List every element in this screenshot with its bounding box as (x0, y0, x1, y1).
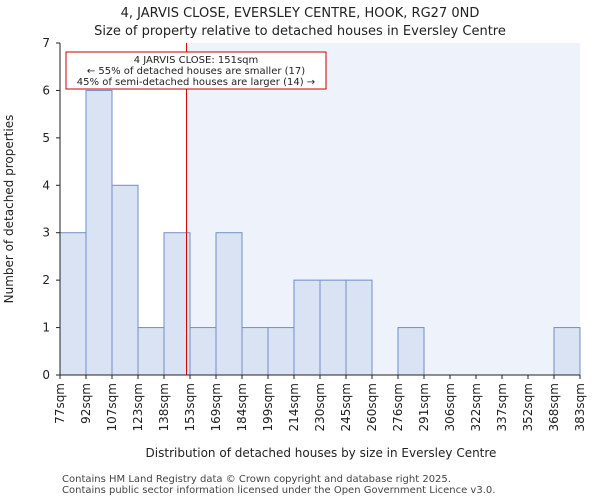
x-tick-label: 92sqm (79, 383, 93, 424)
bars-group (59, 89, 581, 376)
annotation-line-3: 45% of semi-detached houses are larger (… (77, 77, 315, 88)
y-tick-label: 7 (42, 36, 50, 50)
bar-245sqm (345, 279, 373, 376)
x-tick-label: 368sqm (547, 383, 561, 431)
bar-77sqm (59, 232, 87, 376)
x-tick-label: 199sqm (261, 383, 275, 431)
x-tick-label: 184sqm (235, 383, 249, 431)
annotation-line-1: 4 JARVIS CLOSE: 151sqm (134, 55, 259, 66)
x-tick-label: 77sqm (53, 383, 67, 424)
bar-214sqm (293, 279, 321, 376)
highlight-region (186, 43, 581, 375)
bar-368sqm (553, 327, 581, 376)
y-tick-label: 6 (42, 83, 50, 97)
y-tick-label: 1 (42, 321, 50, 335)
x-ticks-group: 77sqm 92sqm 107sqm 123sqm 138sqm 153sqm 169sqm… (53, 375, 587, 431)
x-tick-label: 260sqm (365, 383, 379, 431)
annotation-line-2: ← 55% of detached houses are smaller (17… (87, 66, 305, 77)
annotation-box (65, 51, 327, 90)
bar-92sqm (85, 89, 113, 376)
x-tick-label: 276sqm (391, 383, 405, 431)
y-axis-label: Number of detached properties (2, 115, 16, 304)
chart-subtitle: Size of property relative to detached ho… (94, 24, 506, 39)
x-tick-label: 337sqm (495, 383, 509, 431)
y-tick-label: 0 (42, 368, 50, 382)
x-tick-label: 306sqm (443, 383, 457, 431)
bar-199sqm (267, 327, 295, 376)
bar-230sqm (319, 279, 347, 376)
x-axis-label: Distribution of detached houses by size … (146, 446, 497, 460)
bar-107sqm (111, 184, 139, 376)
x-tick-label: 214sqm (287, 383, 301, 431)
footer-copyright: Contains HM Land Registry data © Crown c… (62, 474, 451, 485)
x-tick-label: 107sqm (105, 383, 119, 431)
x-tick-label: 245sqm (339, 383, 353, 431)
bar-169sqm (215, 232, 243, 376)
bar-153sqm (189, 327, 217, 376)
y-tick-label: 4 (42, 178, 50, 192)
x-tick-label: 291sqm (417, 383, 431, 431)
x-tick-label: 230sqm (313, 383, 327, 431)
x-tick-label: 138sqm (157, 383, 171, 431)
x-tick-label: 169sqm (209, 383, 223, 431)
footer-licence: Contains public sector information licen… (62, 485, 496, 496)
y-ticks-group: 0 1 2 3 4 5 6 7 (42, 36, 60, 382)
y-tick-label: 2 (42, 273, 50, 287)
bar-123sqm (137, 327, 165, 376)
x-tick-label: 153sqm (183, 383, 197, 431)
x-tick-label: 322sqm (469, 383, 483, 431)
x-tick-label: 123sqm (131, 383, 145, 431)
bar-184sqm (241, 327, 269, 376)
y-tick-label: 5 (42, 131, 50, 145)
x-tick-label: 383sqm (573, 383, 587, 431)
chart-title: 4, JARVIS CLOSE, EVERSLEY CENTRE, HOOK, … (120, 6, 480, 21)
x-tick-label: 352sqm (521, 383, 535, 431)
y-tick-label: 3 (42, 226, 50, 240)
bar-276sqm (397, 327, 425, 376)
